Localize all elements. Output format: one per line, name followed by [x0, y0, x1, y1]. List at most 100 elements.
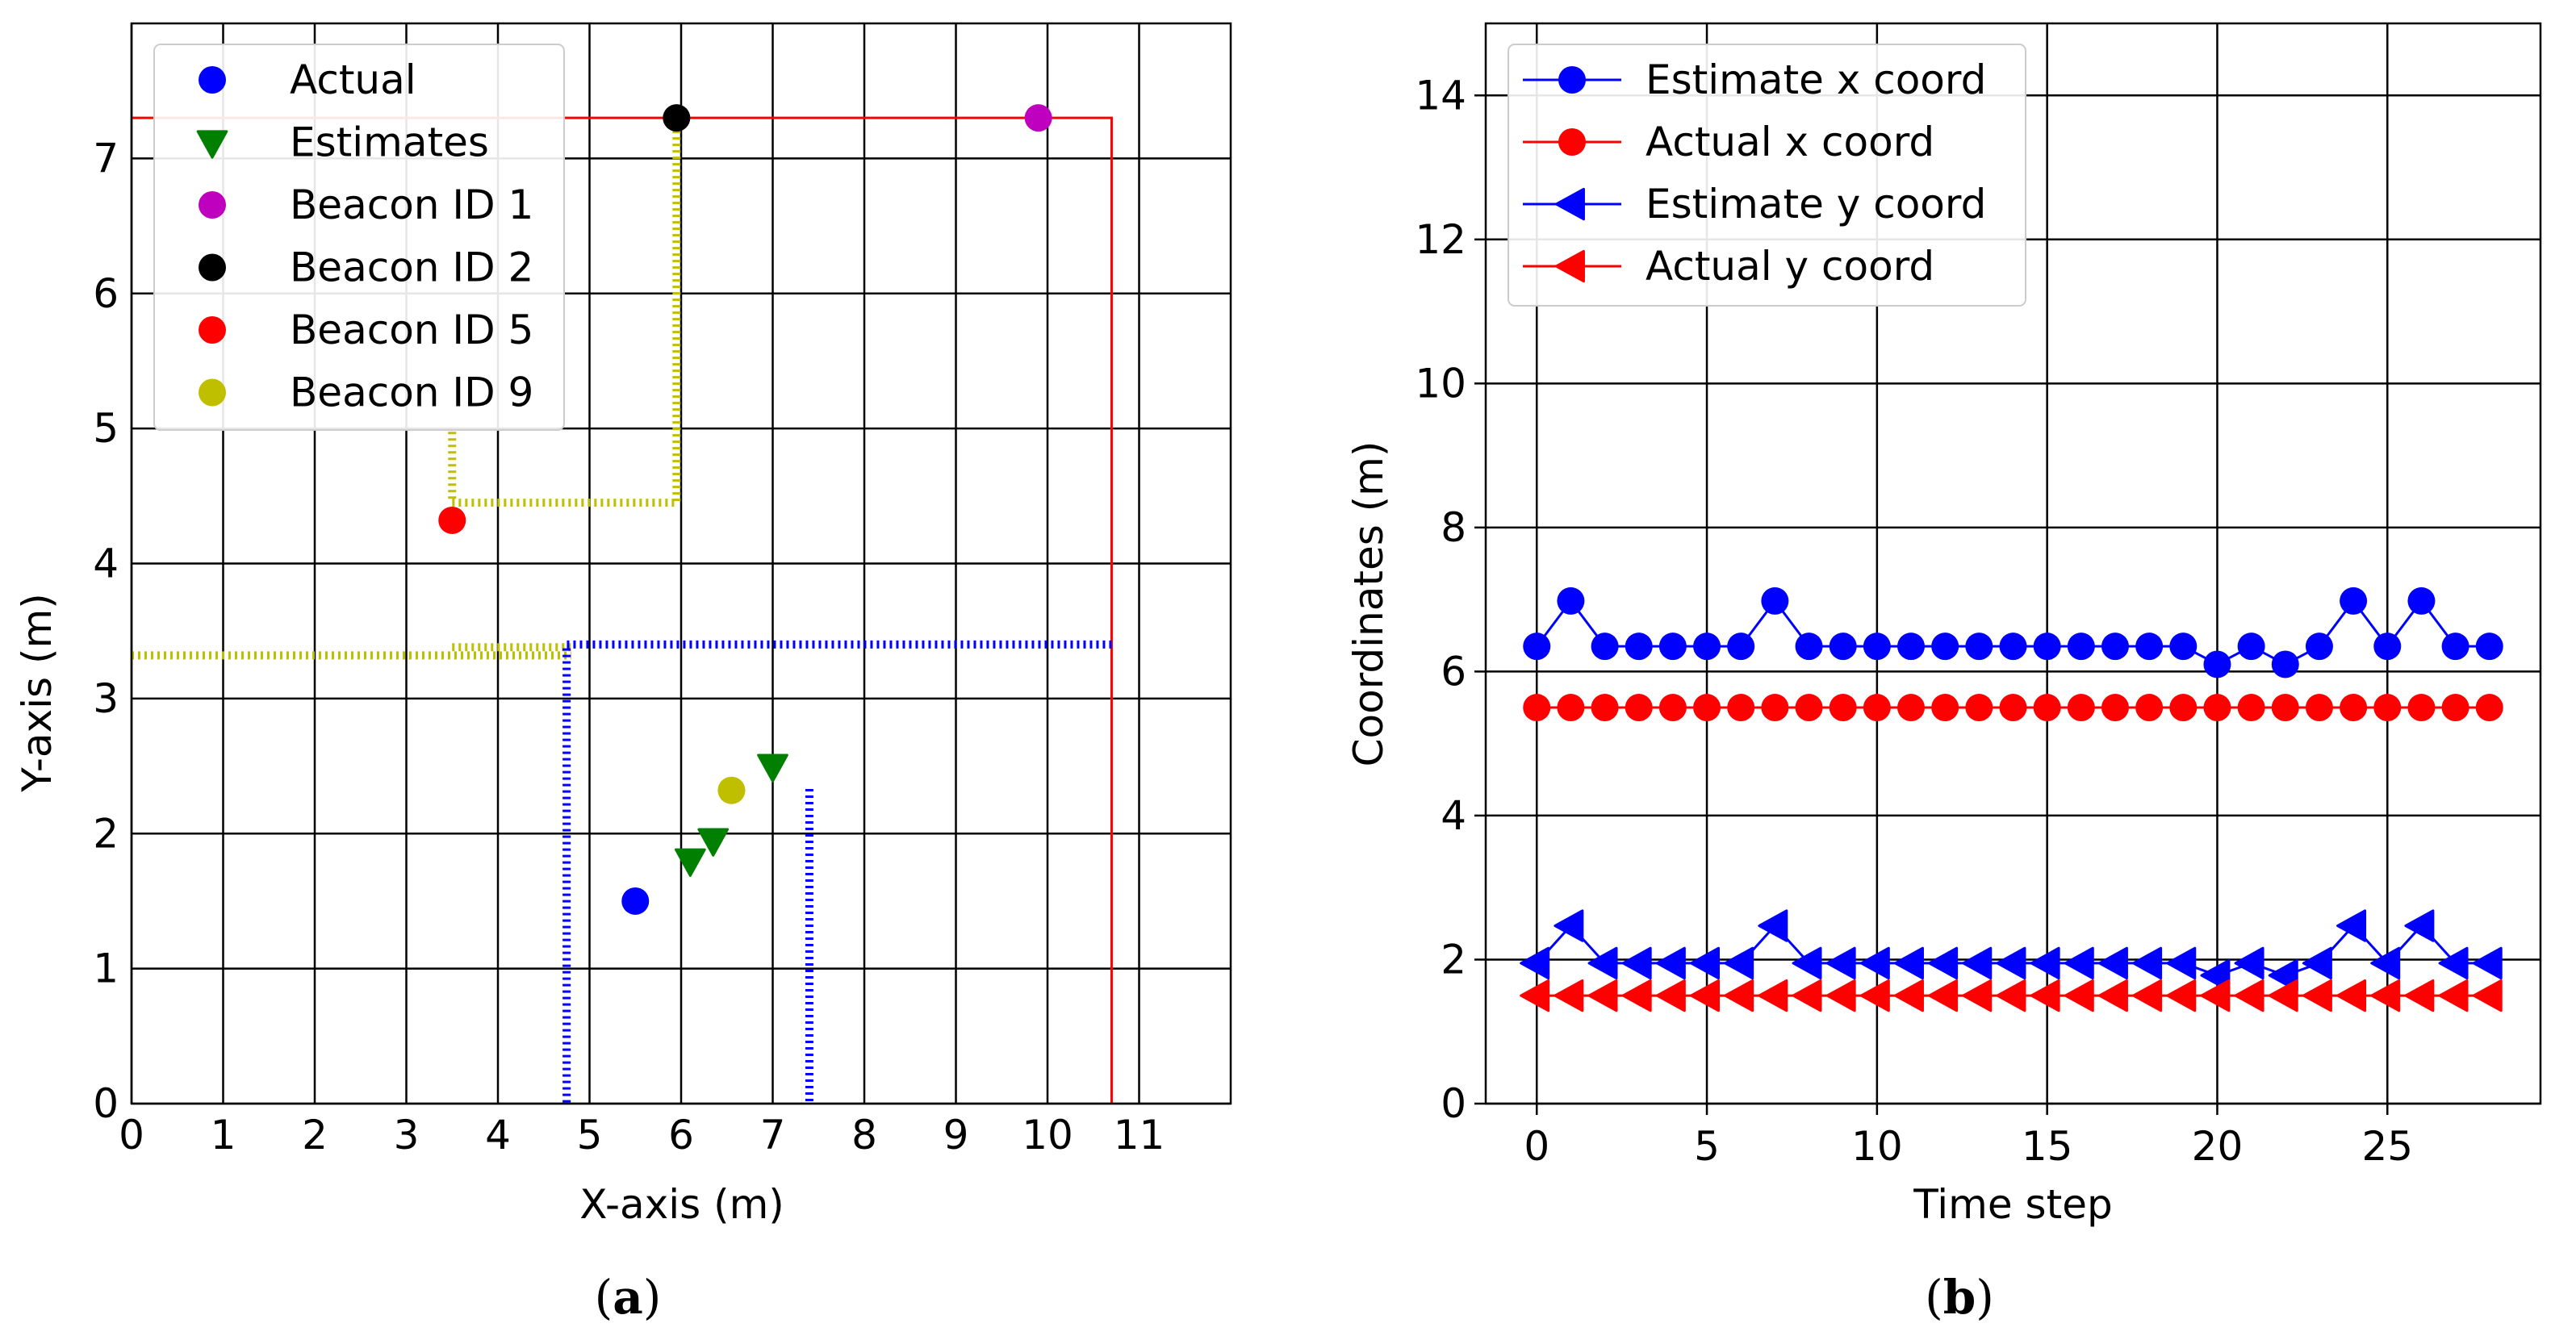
legend-label: Beacon ID 5	[290, 307, 533, 353]
panel-a-y-axis-label: Y-axis (m)	[14, 593, 61, 792]
data-point	[2370, 946, 2401, 980]
data-point	[2097, 979, 2128, 1012]
data-point	[1557, 587, 1585, 615]
data-point	[2064, 979, 2094, 1012]
panel-b-tick-labels: 0 5 10 15 20 25 0 2 4 6 8 10 12 14	[1415, 72, 2413, 1170]
data-point	[2271, 694, 2299, 722]
x-tick-label: 7	[760, 1112, 786, 1158]
data-point	[1689, 979, 1720, 1012]
data-point	[1795, 694, 1823, 722]
data-point	[1727, 694, 1755, 722]
data-point	[1658, 694, 1687, 722]
x-tick-label: 10	[1022, 1112, 1073, 1158]
y-tick-label: 1	[93, 946, 119, 992]
data-point	[2271, 650, 2299, 678]
point-beacon-5	[438, 506, 466, 534]
x-tick-label: 4	[485, 1112, 511, 1158]
data-point	[2237, 632, 2265, 661]
data-point	[1965, 694, 1993, 722]
y-tick-label: 0	[93, 1080, 119, 1127]
y-tick-label: 2	[93, 810, 119, 857]
x-tick-label: 10	[1851, 1123, 1903, 1170]
x-tick-label: 8	[851, 1112, 877, 1158]
data-point	[1863, 632, 1891, 661]
data-point	[1999, 632, 2027, 661]
data-point	[2132, 979, 2163, 1012]
data-point	[1825, 946, 1856, 980]
data-point	[2067, 694, 2095, 722]
y-tick-label: 7	[93, 135, 119, 182]
legend-marker	[196, 130, 228, 159]
y-tick-label: 8	[1441, 504, 1466, 551]
legend-label: Beacon ID 9	[290, 369, 533, 416]
data-point	[2132, 946, 2163, 980]
x-tick-label: 15	[2022, 1123, 2073, 1170]
data-point	[1689, 946, 1720, 980]
x-tick-label: 3	[394, 1112, 420, 1158]
data-point	[2135, 632, 2164, 661]
legend-marker	[1554, 187, 1585, 221]
data-point	[2475, 694, 2503, 722]
panel-a-caption: (a)	[595, 1270, 662, 1325]
panel-b-x-axis-label: Time step	[1913, 1181, 2112, 1228]
x-tick-label: 5	[1694, 1123, 1720, 1170]
y-tick-label: 6	[1441, 648, 1466, 695]
data-point	[1859, 946, 1890, 980]
data-point	[1996, 946, 2026, 980]
x-tick-label: 0	[119, 1112, 144, 1158]
data-point	[2234, 946, 2264, 980]
data-point	[1655, 979, 1686, 1012]
legend-marker	[199, 191, 226, 219]
data-point	[1829, 632, 1857, 661]
legend-marker	[1558, 128, 1586, 156]
data-point	[1758, 979, 1788, 1012]
data-point	[1625, 632, 1653, 661]
data-point	[1863, 694, 1891, 722]
data-point	[2268, 979, 2298, 1012]
data-point	[2302, 979, 2332, 1012]
data-point	[1962, 946, 1993, 980]
data-point	[1724, 946, 1754, 980]
point-estimates	[675, 848, 706, 877]
data-point	[1554, 979, 1584, 1012]
x-tick-label: 20	[2192, 1123, 2244, 1170]
y-tick-label: 6	[93, 270, 119, 317]
data-point	[2404, 909, 2435, 942]
data-point	[2166, 979, 2197, 1012]
data-point	[1554, 909, 1584, 942]
x-tick-label: 0	[1524, 1123, 1549, 1170]
legend-label: Actual y coord	[1646, 243, 1934, 290]
data-point	[2438, 946, 2469, 980]
data-point	[1897, 632, 1926, 661]
data-point	[1557, 694, 1585, 722]
legend-label: Estimate y coord	[1646, 181, 1986, 228]
caption-paren: (	[1925, 1270, 1943, 1325]
data-point	[1724, 979, 1754, 1012]
series-actual-x-coord	[1523, 694, 2503, 722]
data-point	[1523, 694, 1551, 722]
data-point	[1658, 632, 1687, 661]
data-point	[2373, 694, 2402, 722]
data-point	[1792, 979, 1822, 1012]
data-point	[1523, 632, 1551, 661]
data-point	[1897, 694, 1926, 722]
x-tick-label: 11	[1114, 1112, 1165, 1158]
data-point	[2200, 979, 2231, 1012]
data-point	[1758, 909, 1788, 942]
x-tick-label: 5	[577, 1112, 603, 1158]
y-tick-label: 14	[1415, 72, 1466, 119]
room-line-olive	[448, 118, 681, 507]
data-point	[1625, 694, 1653, 722]
legend-marker	[1558, 66, 1586, 94]
legend-marker	[199, 378, 226, 407]
panel-b-frame	[1484, 22, 2542, 1105]
data-point	[1693, 632, 1721, 661]
y-tick-label: 4	[1441, 792, 1466, 839]
caption-paren: )	[1976, 1270, 1994, 1325]
data-point	[2475, 632, 2503, 661]
legend-label: Actual x coord	[1646, 119, 1934, 165]
data-point	[2101, 632, 2129, 661]
caption-paren: )	[643, 1270, 662, 1325]
panel-a-tick-labels: 0 1 2 3 4 5 6 7 8 9 10 11 0 1 2 3 4 5 6 7	[93, 135, 1165, 1158]
data-point	[2237, 694, 2265, 722]
